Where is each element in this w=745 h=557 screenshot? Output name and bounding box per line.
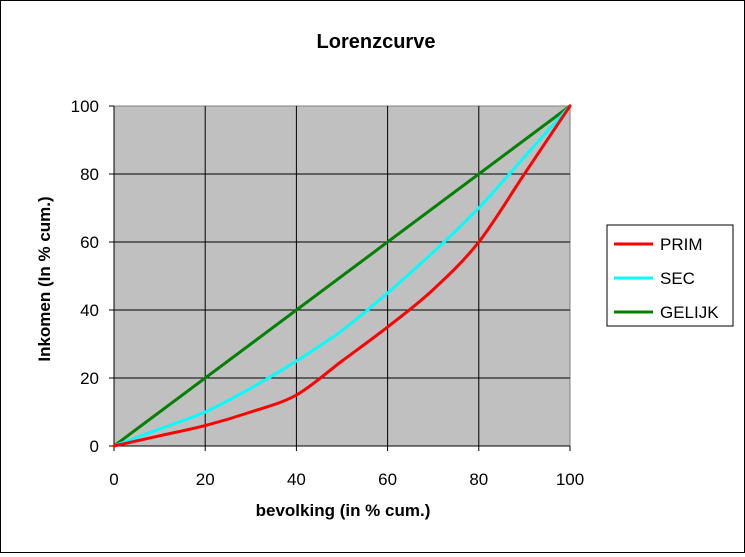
legend: PRIM SEC GELIJK	[606, 224, 734, 327]
y-tick-label: 40	[80, 301, 99, 320]
x-axis-label: bevolking (in % cum.)	[256, 501, 431, 520]
x-tick-label: 20	[196, 470, 215, 489]
legend-box	[606, 224, 734, 327]
chart-title: Lorenzcurve	[317, 31, 436, 53]
x-tick-label: 80	[469, 470, 488, 489]
y-axis-label: Inkomen (In % cum.)	[35, 196, 54, 361]
x-tick-label: 100	[556, 470, 584, 489]
tick-labels: 0 20 40 60 80 100 0 20 40 60 80 100	[71, 97, 585, 489]
y-tick-label: 60	[80, 233, 99, 252]
x-tick-label: 40	[287, 470, 306, 489]
y-tick-label: 100	[71, 97, 99, 116]
y-tick-label: 0	[90, 437, 99, 456]
series-line-gelijk	[112, 104, 572, 448]
series-line-sec	[112, 104, 572, 448]
gridlines	[114, 106, 570, 446]
legend-label-sec: SEC	[660, 269, 695, 288]
series-line-prim	[112, 104, 572, 448]
legend-label-gelijk: GELIJK	[660, 303, 719, 322]
series-lines	[112, 104, 572, 448]
legend-label-prim: PRIM	[660, 235, 703, 254]
y-tick-label: 80	[80, 165, 99, 184]
y-tick-label: 20	[80, 369, 99, 388]
x-tick-label: 60	[378, 470, 397, 489]
x-tick-label: 0	[109, 470, 118, 489]
